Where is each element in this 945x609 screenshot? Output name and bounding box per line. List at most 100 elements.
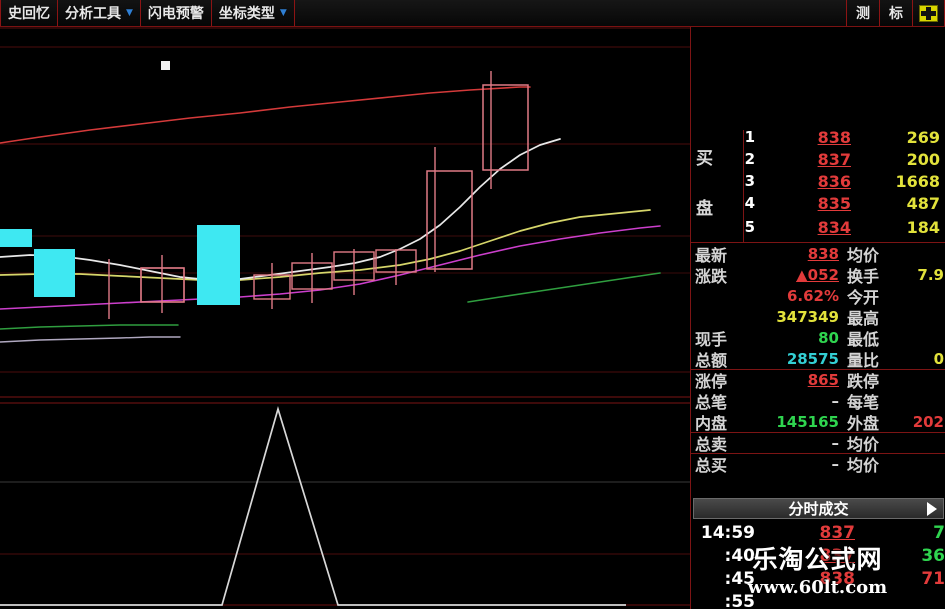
stat-label: 涨跌 bbox=[695, 266, 728, 286]
stat-row-change-pct: 6.62% 今开 bbox=[691, 285, 945, 307]
order-book-row[interactable]: 1 838 269 bbox=[691, 126, 945, 148]
crosshair-move-icon[interactable] bbox=[919, 4, 938, 22]
stat-label-2: 跌停 bbox=[847, 372, 880, 391]
candle-up bbox=[375, 249, 417, 273]
tick-panel-header[interactable]: 分时成交 bbox=[693, 498, 944, 519]
crosshair-move-button[interactable] bbox=[913, 0, 945, 26]
ma-green-line-right bbox=[467, 272, 661, 303]
ma-magenta-line bbox=[0, 225, 661, 310]
stat-label: 最新 bbox=[695, 245, 728, 265]
candle-down bbox=[0, 229, 32, 247]
mark-tool-button[interactable]: 标 bbox=[880, 0, 913, 26]
candle-up bbox=[291, 262, 333, 290]
ma-green-line bbox=[0, 324, 179, 330]
play-arrow-icon[interactable] bbox=[927, 502, 937, 516]
stat-label: 涨停 bbox=[695, 372, 728, 391]
stat-row-current-hand: 现手 80 最低 bbox=[691, 327, 945, 349]
stat-row-volume: 347349 最高 bbox=[691, 306, 945, 328]
order-book-level: 2 bbox=[744, 150, 755, 168]
tick-time: 14:59 bbox=[700, 522, 755, 543]
measure-tool-button[interactable]: 测 bbox=[847, 0, 880, 26]
stat-label-2: 今开 bbox=[847, 287, 880, 307]
stat-label-2: 每笔 bbox=[847, 392, 880, 412]
tick-row[interactable]: :55 bbox=[691, 590, 945, 609]
chart-gridlines bbox=[0, 27, 690, 606]
candle-up-large bbox=[482, 84, 529, 171]
history-replay-button[interactable]: 史回忆 bbox=[0, 0, 58, 26]
stat-label: 总笔 bbox=[695, 392, 728, 412]
kline-chart[interactable] bbox=[0, 27, 690, 609]
candle-down bbox=[197, 225, 240, 305]
ma-white-line bbox=[0, 138, 561, 281]
stat-label-2: 最低 bbox=[847, 329, 880, 349]
tick-panel-header-label: 分时成交 bbox=[788, 500, 849, 518]
order-book-row[interactable]: 5 834 184 bbox=[691, 216, 945, 238]
order-book-divider bbox=[743, 130, 744, 243]
candle-up bbox=[253, 274, 291, 300]
order-book-side-label-buy: 买 bbox=[696, 149, 713, 169]
order-book-row[interactable]: 3 836 1668 bbox=[691, 170, 945, 192]
tick-list[interactable]: 14:59 837 7 :40 837 36 :45 838 71 :55 15… bbox=[691, 521, 945, 609]
candle-up bbox=[140, 267, 185, 303]
toolbar-input-field[interactable] bbox=[294, 0, 847, 26]
stat-value: – bbox=[831, 455, 840, 473]
stat-label-2: 最高 bbox=[847, 308, 880, 328]
stat-row-latest: 最新 838 均价 bbox=[691, 243, 945, 265]
tick-time: :55 bbox=[724, 591, 755, 609]
order-book-side-label-plate: 盘 bbox=[696, 199, 713, 219]
order-book-price: 835 bbox=[817, 193, 851, 213]
candle-up-large bbox=[426, 170, 473, 270]
axis-type-menu[interactable]: 坐标类型 ▼ bbox=[211, 0, 295, 26]
stat-label-2: 均价 bbox=[847, 435, 880, 454]
ma-red-line bbox=[0, 86, 531, 144]
indicator-panel bbox=[0, 406, 626, 606]
stat-row-change: 涨跌 ▲052 换手 7.9 bbox=[691, 264, 945, 286]
order-book-level: 4 bbox=[744, 194, 755, 212]
order-book-volume: 184 bbox=[906, 217, 940, 237]
measure-tool-label: 测 bbox=[856, 6, 870, 22]
order-book-volume: 200 bbox=[906, 149, 940, 169]
order-book-volume: 269 bbox=[906, 127, 940, 147]
stat-label: 总买 bbox=[695, 456, 728, 475]
tick-row[interactable]: :45 838 71 bbox=[691, 567, 945, 590]
stat-label: 总额 bbox=[695, 350, 728, 370]
stat-value: 80 bbox=[818, 328, 839, 347]
chevron-down-icon[interactable]: ▼ bbox=[126, 7, 133, 18]
order-book-level: 3 bbox=[744, 172, 755, 190]
stat-row-inner-outer: 内盘 145165 外盘 202 bbox=[691, 411, 945, 433]
lightning-alert-label: 闪电预警 bbox=[147, 6, 204, 22]
stat-row-total-trades: 总笔 – 每笔 bbox=[691, 390, 945, 412]
stat-row-total-buy: 总买 – 均价 bbox=[691, 453, 945, 475]
chevron-down-icon[interactable]: ▼ bbox=[279, 7, 287, 18]
tick-price: 838 bbox=[819, 568, 856, 589]
order-book-row[interactable]: 4 835 487 bbox=[691, 192, 945, 214]
order-book-volume: 487 bbox=[906, 193, 940, 213]
lightning-alert-button[interactable]: 闪电预警 bbox=[140, 0, 212, 26]
stat-label-2: 外盘 bbox=[847, 413, 880, 433]
tick-row[interactable]: :40 837 36 bbox=[691, 544, 945, 567]
order-book: 买 盘 1 838 269 2 837 200 3 836 1668 4 835… bbox=[691, 128, 945, 243]
order-book-price: 834 bbox=[817, 217, 851, 237]
history-replay-label: 史回忆 bbox=[8, 6, 50, 22]
stat-value: 347349 bbox=[776, 307, 839, 326]
analysis-tools-menu[interactable]: 分析工具 ▼ bbox=[58, 0, 141, 26]
stat-label-2: 均价 bbox=[847, 245, 880, 265]
order-book-volume: 1668 bbox=[895, 171, 940, 191]
order-book-row[interactable]: 2 837 200 bbox=[691, 148, 945, 170]
stat-label-2: 均价 bbox=[847, 456, 880, 475]
stat-label: 现手 bbox=[695, 329, 728, 349]
stat-value: 6.62% bbox=[786, 286, 839, 305]
chart-area[interactable] bbox=[0, 27, 690, 609]
tick-time: :40 bbox=[724, 545, 755, 566]
stat-value: 865 bbox=[807, 371, 839, 389]
tick-row[interactable]: 14:59 837 7 bbox=[691, 521, 945, 544]
mark-tool-label: 标 bbox=[889, 6, 903, 22]
stat-value-2: 7.9 bbox=[917, 265, 944, 284]
tick-volume: 71 bbox=[921, 568, 945, 589]
stat-label-2: 换手 bbox=[847, 266, 880, 286]
order-book-price: 837 bbox=[817, 149, 851, 169]
stat-value-2: 0 bbox=[933, 349, 944, 368]
stat-label: 内盘 bbox=[695, 413, 728, 433]
stat-label-2: 量比 bbox=[847, 350, 880, 370]
